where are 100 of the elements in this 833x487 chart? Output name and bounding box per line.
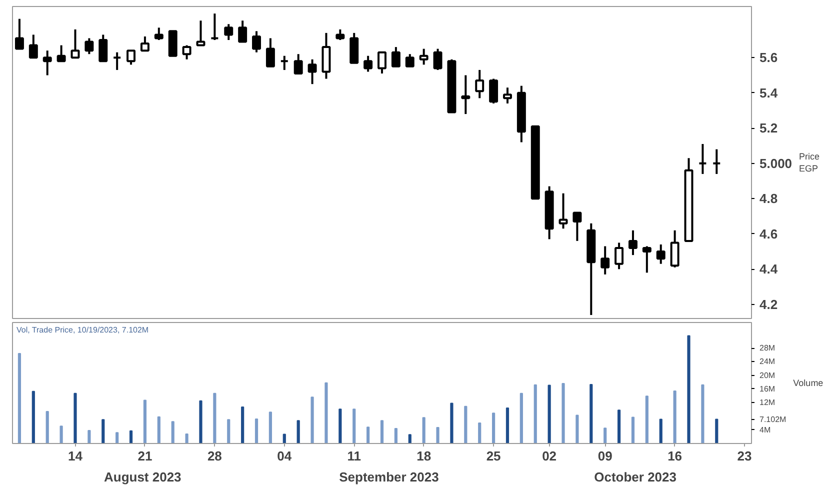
candlestick: [294, 53, 303, 74]
candlestick: [308, 58, 317, 86]
candlestick: [572, 212, 582, 242]
y-axis-title: Price EGP: [799, 152, 820, 174]
candlestick: [461, 74, 470, 116]
bar: [590, 384, 593, 444]
candlestick: [70, 28, 80, 59]
y-tick-label: 4.2: [760, 296, 778, 312]
y-tick-label: 4.8: [760, 191, 778, 206]
y-tick-label: 20M: [760, 370, 776, 380]
candlestick: [84, 37, 94, 56]
x-tick-label: 21: [138, 448, 152, 464]
bar: [18, 353, 22, 444]
candlestick: [475, 68, 484, 100]
candlestick: [628, 229, 638, 256]
y-tick-label: 5.2: [760, 120, 778, 136]
candlestick: [42, 50, 52, 76]
bar: [129, 430, 133, 444]
bar: [227, 419, 230, 444]
bar: [199, 400, 202, 444]
y-tick-label: 12M: [760, 398, 776, 408]
x-tick-label: 23: [737, 448, 752, 464]
candlestick: [266, 37, 275, 68]
candlestick: [210, 12, 220, 41]
bar: [310, 396, 314, 444]
candlestick: [405, 53, 414, 68]
bar: [171, 421, 174, 444]
bar: [268, 412, 272, 444]
x-tick-label: 28: [207, 448, 222, 464]
x-tick-label: 18: [416, 448, 432, 464]
bar: [478, 422, 482, 444]
bar: [464, 406, 468, 444]
bar: [422, 417, 426, 444]
bar: [143, 400, 147, 444]
text: September 2023: [339, 470, 439, 484]
bar: [659, 418, 662, 444]
y-axis-title: Volume: [793, 378, 824, 388]
bar: [32, 390, 35, 444]
bar: [157, 416, 160, 444]
bar: [506, 408, 510, 444]
bar: [394, 428, 398, 444]
candlestick: [433, 48, 442, 71]
candlestick: [252, 30, 261, 54]
y-tick-label: 5.6: [760, 50, 778, 66]
x-tick-label: 02: [542, 448, 557, 464]
bar: [450, 402, 454, 444]
candlestick: [336, 28, 345, 41]
bar: [631, 416, 635, 444]
candlestick: [280, 54, 289, 71]
candlestick: [112, 51, 122, 71]
x-tick-label: 09: [598, 448, 612, 464]
candlestick: [378, 51, 386, 74]
bar: [617, 410, 621, 444]
y-tick-label: 28M: [760, 344, 776, 353]
candlestick: [642, 245, 652, 274]
candlestick: [656, 243, 666, 265]
candlestick: [98, 34, 108, 62]
y-tick-label: 16M: [760, 384, 776, 394]
candlestick: [56, 44, 66, 62]
bar: [408, 434, 412, 444]
candlestick: [140, 35, 150, 52]
x-tick-label: 25: [486, 448, 501, 464]
bar: [604, 428, 607, 444]
x-tick-label: 11: [347, 448, 361, 464]
y-tick-label: 4M: [760, 425, 771, 434]
candlestick: [698, 142, 708, 175]
candlestick: [712, 148, 722, 175]
x-tick-label: 14: [68, 448, 84, 464]
candlestick: [419, 48, 428, 66]
bar: [213, 392, 216, 444]
bar: [520, 392, 523, 444]
candlestick: [670, 229, 680, 268]
text: August 2023: [104, 470, 182, 484]
candlestick: [391, 46, 400, 68]
y-tick-label: 5.4: [760, 85, 778, 100]
bar: [338, 408, 342, 444]
bar: [548, 384, 551, 444]
candlestick: [489, 78, 498, 104]
bar: [492, 412, 496, 444]
bar: [116, 432, 119, 444]
bar: [380, 420, 384, 444]
bar: [715, 418, 718, 444]
candlestick: [238, 20, 248, 43]
candlestick: [28, 34, 38, 59]
candlestick: [364, 54, 373, 73]
candlestick: [182, 44, 192, 60]
bar: [352, 408, 356, 444]
bar: [436, 426, 440, 444]
y-tick-label: 4.6: [760, 226, 778, 242]
bar: [534, 384, 537, 444]
bar: [562, 383, 565, 444]
bar: [324, 382, 328, 444]
candlestick: [154, 26, 164, 41]
bar: [60, 426, 63, 444]
candlestick: [196, 20, 206, 46]
bar: [254, 418, 258, 444]
candlestick: [614, 242, 624, 270]
candlestick: [14, 18, 24, 50]
candlestick: [503, 86, 512, 104]
y-tick-label: 24M: [760, 357, 776, 366]
